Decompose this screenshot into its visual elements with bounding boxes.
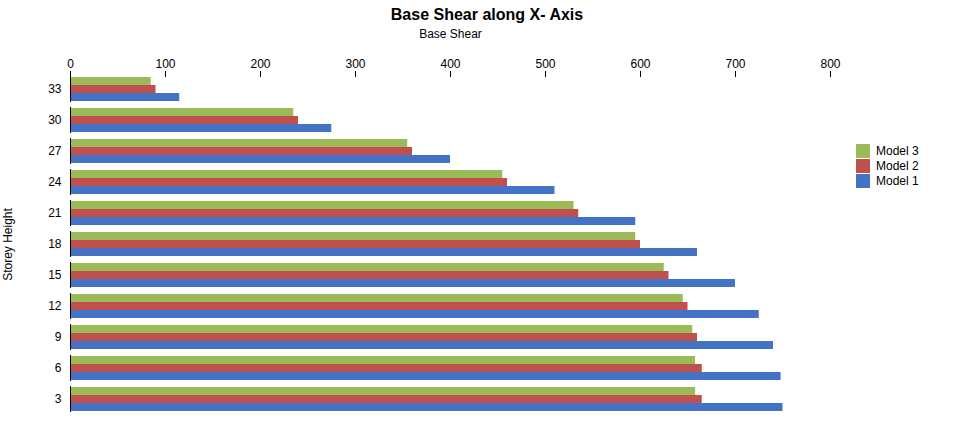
svg-text:0: 0	[67, 57, 74, 71]
svg-text:18: 18	[48, 237, 62, 251]
svg-text:12: 12	[48, 299, 62, 313]
html-text:Model 1: Model 1	[876, 174, 919, 188]
svg-text:100: 100	[155, 57, 175, 71]
svg-text:400: 400	[440, 57, 460, 71]
html-text:Model 2: Model 2	[876, 159, 919, 173]
svg-text:33: 33	[48, 82, 62, 96]
svg-text:500: 500	[535, 57, 555, 71]
svg-text:600: 600	[630, 57, 650, 71]
html-text:Base Shear along X- Axis: Base Shear along X- Axis	[390, 6, 584, 23]
svg-text:9: 9	[55, 330, 62, 344]
svg-text:700: 700	[725, 57, 745, 71]
svg-text:21: 21	[48, 206, 62, 220]
svg-text:6: 6	[55, 361, 62, 375]
svg-text:30: 30	[48, 113, 62, 127]
svg-text:200: 200	[250, 57, 270, 71]
svg-text:3: 3	[55, 392, 62, 406]
svg-text:27: 27	[48, 144, 62, 158]
svg-text:15: 15	[48, 268, 62, 282]
html-text:Model 3: Model 3	[876, 144, 919, 158]
svg-text:800: 800	[820, 57, 840, 71]
svg-text:Storey Height: Storey Height	[1, 207, 15, 280]
svg-text:Base Shear: Base Shear	[419, 27, 482, 41]
svg-text:300: 300	[345, 57, 365, 71]
svg-text:24: 24	[48, 175, 62, 189]
